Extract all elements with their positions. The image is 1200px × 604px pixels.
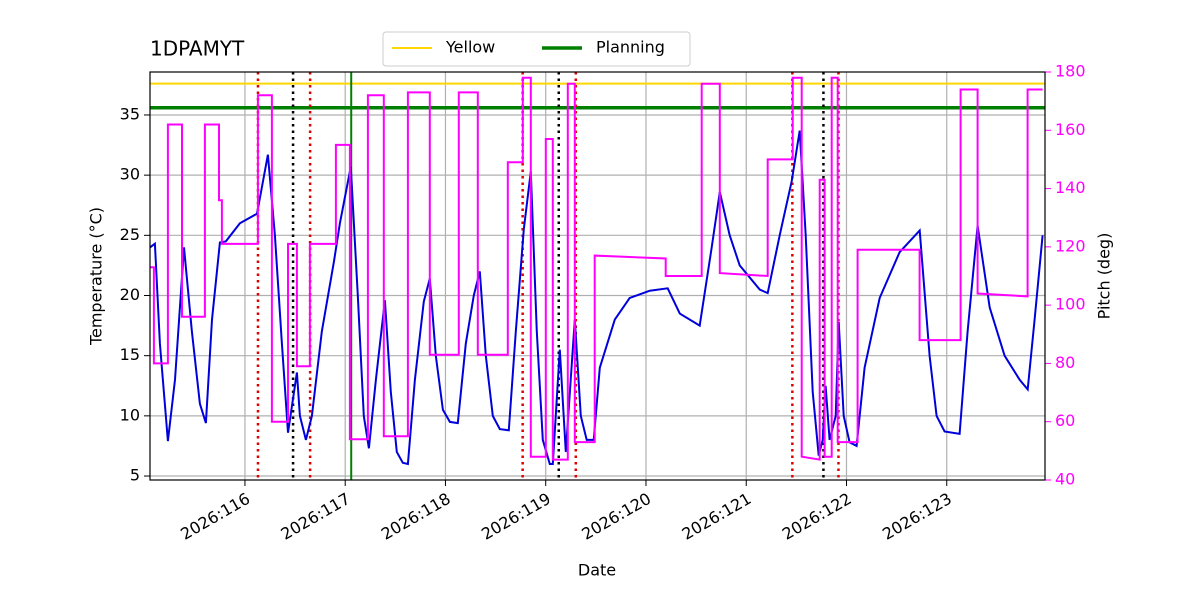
y2-tick-label: 100	[1055, 295, 1086, 314]
y2-tick-label: 60	[1055, 411, 1075, 430]
x-tick-label: 2026:123	[879, 489, 955, 544]
legend-label: Yellow	[445, 38, 495, 57]
series-line	[150, 130, 1044, 466]
x-tick-label: 2026:118	[378, 489, 454, 544]
x-tick-label: 2026:116	[177, 489, 253, 544]
y-tick-label: 25	[120, 225, 140, 244]
y2-tick-label: 160	[1055, 120, 1086, 139]
y-tick-label: 5	[130, 466, 140, 485]
y-tick-label: 10	[120, 405, 140, 424]
legend-label: Planning	[596, 38, 665, 57]
y-tick-label: 30	[120, 165, 140, 184]
x-axis-label: Date	[578, 561, 616, 580]
y2-tick-label: 120	[1055, 236, 1086, 255]
chart-title: 1DPAMYT	[150, 37, 245, 61]
y2-tick-label: 140	[1055, 178, 1086, 197]
x-tick-label: 2026:117	[278, 489, 354, 544]
y-axis-label: Temperature (°C)	[87, 207, 106, 346]
y2-tick-label: 180	[1055, 62, 1086, 81]
y2-tick-label: 80	[1055, 353, 1075, 372]
x-tick-label: 2026:119	[478, 489, 554, 544]
x-tick-label: 2026:121	[679, 489, 755, 544]
y-tick-label: 20	[120, 285, 140, 304]
legend: Yellow Planning	[382, 31, 691, 67]
legend-box	[382, 31, 691, 67]
plot-frame	[149, 71, 1046, 481]
series-line	[150, 76, 1043, 461]
y-tick-label: 15	[120, 345, 140, 364]
y2-tick-label: 40	[1055, 470, 1075, 489]
x-tick-label: 2026:122	[779, 489, 855, 544]
x-tick-label: 2026:120	[578, 489, 654, 544]
y-tick-label: 35	[120, 104, 140, 123]
y2-axis-label: Pitch (deg)	[1095, 233, 1114, 320]
